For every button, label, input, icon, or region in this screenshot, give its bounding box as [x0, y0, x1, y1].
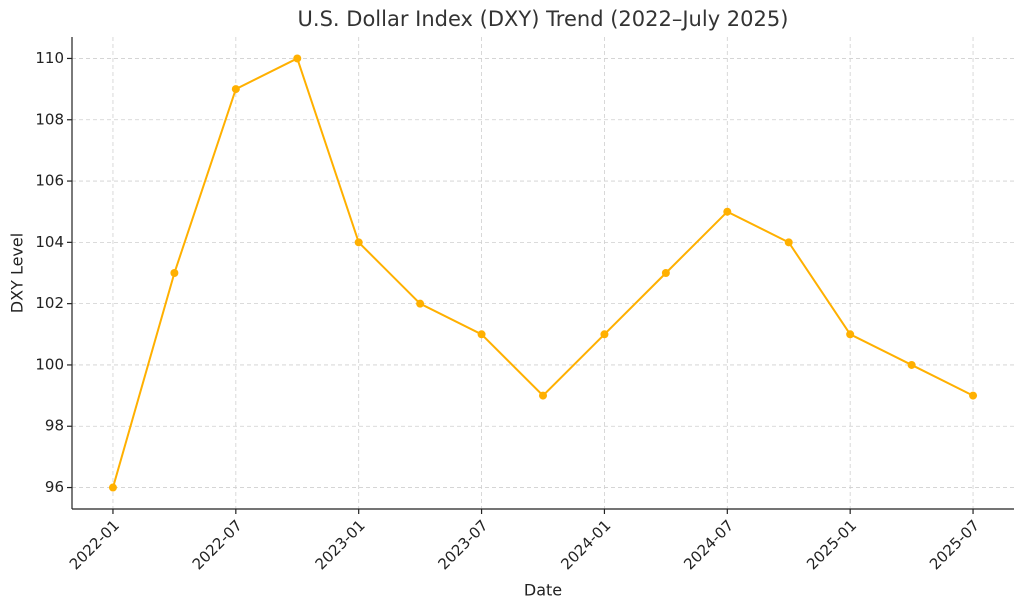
y-tick-label: 102	[35, 294, 64, 312]
point	[784, 238, 793, 247]
x-tick-label: 2025-01	[803, 516, 860, 573]
point	[846, 330, 855, 339]
point	[108, 483, 117, 492]
point	[600, 330, 609, 339]
y-tick-label: 110	[35, 49, 64, 67]
x-tick-label: 2025-07	[926, 516, 983, 573]
point	[170, 269, 179, 277]
point	[969, 391, 978, 400]
point	[354, 238, 363, 247]
point	[539, 391, 547, 400]
point	[293, 54, 302, 63]
point	[907, 360, 916, 369]
x-axis-label: Date	[524, 581, 562, 600]
point	[477, 330, 486, 339]
x-tick-label: 2022-01	[66, 516, 123, 573]
x-tick-label: 2022-07	[189, 516, 246, 573]
x-tick-label: 2023-01	[312, 516, 369, 573]
chart-title: U.S. Dollar Index (DXY) Trend (2022–July…	[298, 7, 789, 31]
y-tick-label: 106	[35, 172, 64, 190]
y-tick-label: 104	[35, 233, 64, 251]
y-tick-label: 96	[45, 478, 64, 496]
x-tick-label: 2023-07	[435, 516, 492, 573]
point	[231, 85, 240, 94]
x-tick-label: 2024-01	[557, 516, 614, 573]
point	[661, 269, 670, 277]
x-tick-label: 2024-07	[680, 516, 737, 573]
line	[111, 57, 974, 488]
y-tick-label: 108	[35, 110, 64, 128]
point	[416, 299, 425, 308]
y-axis-label: DXY Level	[8, 233, 27, 313]
y-tick-label: 98	[45, 417, 64, 435]
y-tick-label: 100	[35, 355, 64, 373]
point	[723, 207, 732, 216]
